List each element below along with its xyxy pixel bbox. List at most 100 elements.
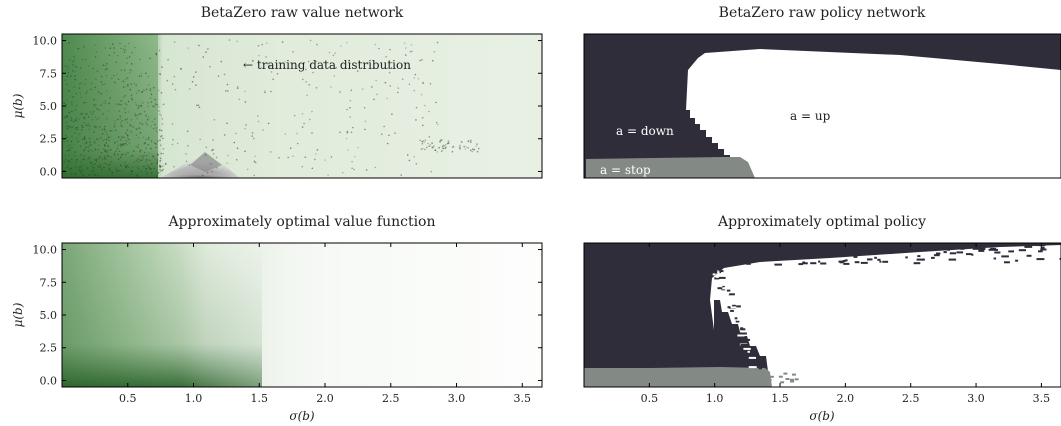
data-point (99, 164, 102, 166)
data-point (236, 87, 239, 90)
data-point (103, 166, 105, 169)
policy-cell (794, 378, 799, 381)
data-point (323, 61, 325, 64)
data-point (104, 144, 106, 146)
data-point (107, 155, 109, 158)
data-point (140, 104, 142, 107)
data-point (131, 51, 133, 54)
data-point (134, 101, 137, 104)
data-point (254, 161, 257, 164)
data-point (66, 136, 68, 139)
data-point (77, 47, 80, 50)
data-point (180, 68, 182, 71)
data-point (421, 59, 423, 61)
policy-cell (769, 375, 774, 378)
data-point (117, 144, 119, 147)
data-point (76, 128, 79, 131)
data-point (476, 150, 479, 153)
data-point (108, 169, 111, 171)
policy-cell (933, 254, 940, 257)
policy-cell (863, 249, 867, 252)
policy-cell (956, 251, 964, 254)
data-point (125, 140, 128, 142)
data-point (373, 98, 375, 101)
data-point (124, 102, 126, 104)
data-point (91, 170, 93, 173)
data-point (244, 150, 246, 153)
data-point (345, 137, 348, 140)
policy-cell (740, 329, 745, 332)
data-point (90, 82, 93, 85)
data-point (106, 68, 108, 70)
data-point (419, 139, 422, 142)
data-point (111, 171, 114, 174)
data-point (116, 169, 118, 172)
policy-cell (802, 262, 808, 265)
policy-cell (792, 373, 796, 376)
data-point (66, 163, 69, 166)
data-point (238, 98, 241, 101)
data-point (105, 102, 107, 104)
data-point (421, 116, 424, 119)
data-point (352, 126, 354, 129)
data-point (316, 43, 318, 46)
data-point (431, 145, 434, 148)
data-point (270, 90, 272, 93)
data-point (134, 46, 136, 49)
data-point (128, 71, 131, 74)
data-point (113, 74, 115, 77)
data-point (156, 153, 159, 156)
data-point (159, 113, 161, 115)
data-point (159, 73, 162, 76)
data-point (228, 39, 231, 41)
data-point (80, 154, 83, 156)
data-point (305, 68, 307, 71)
data-point (420, 148, 423, 150)
data-point (126, 134, 129, 137)
policy-cell (818, 260, 821, 263)
data-point (90, 144, 92, 146)
x-ticks: 0.5 1.0 1.5 2.0 2.5 3.0 3.5 (119, 243, 531, 405)
data-point (158, 106, 160, 108)
data-point (76, 126, 79, 129)
data-point (119, 164, 122, 167)
data-point (118, 103, 120, 106)
data-point (403, 42, 406, 44)
x-tick-label: 0.5 (119, 392, 137, 405)
data-point (469, 141, 472, 143)
data-point (81, 169, 83, 172)
data-point (138, 75, 141, 77)
x-tick-label: 3.5 (514, 392, 532, 405)
data-point (141, 155, 144, 157)
data-point (64, 154, 67, 157)
data-point (142, 157, 145, 159)
data-point (254, 155, 256, 158)
data-point (109, 135, 112, 138)
policy-cell (756, 259, 760, 262)
data-point (140, 159, 142, 162)
data-point (236, 40, 238, 43)
data-point (264, 90, 266, 92)
data-point (155, 127, 157, 129)
data-point (172, 138, 174, 141)
data-point (206, 171, 209, 174)
data-point (120, 103, 122, 106)
policy-cell (727, 295, 732, 298)
data-point (131, 155, 134, 157)
data-point (465, 146, 468, 148)
panel-title: Approximately optimal value function (167, 214, 435, 230)
data-point (89, 161, 92, 164)
data-point (103, 128, 106, 131)
data-point (75, 160, 77, 163)
data-point (156, 175, 158, 177)
y-tick-label: 2.5 (40, 342, 58, 355)
data-point (119, 138, 122, 141)
data-point (66, 83, 68, 86)
data-point (173, 75, 176, 78)
data-point (116, 147, 119, 150)
data-point (88, 174, 90, 176)
policy-cell (728, 293, 735, 296)
data-point (160, 135, 162, 138)
data-point (134, 112, 136, 115)
data-point (176, 142, 179, 145)
